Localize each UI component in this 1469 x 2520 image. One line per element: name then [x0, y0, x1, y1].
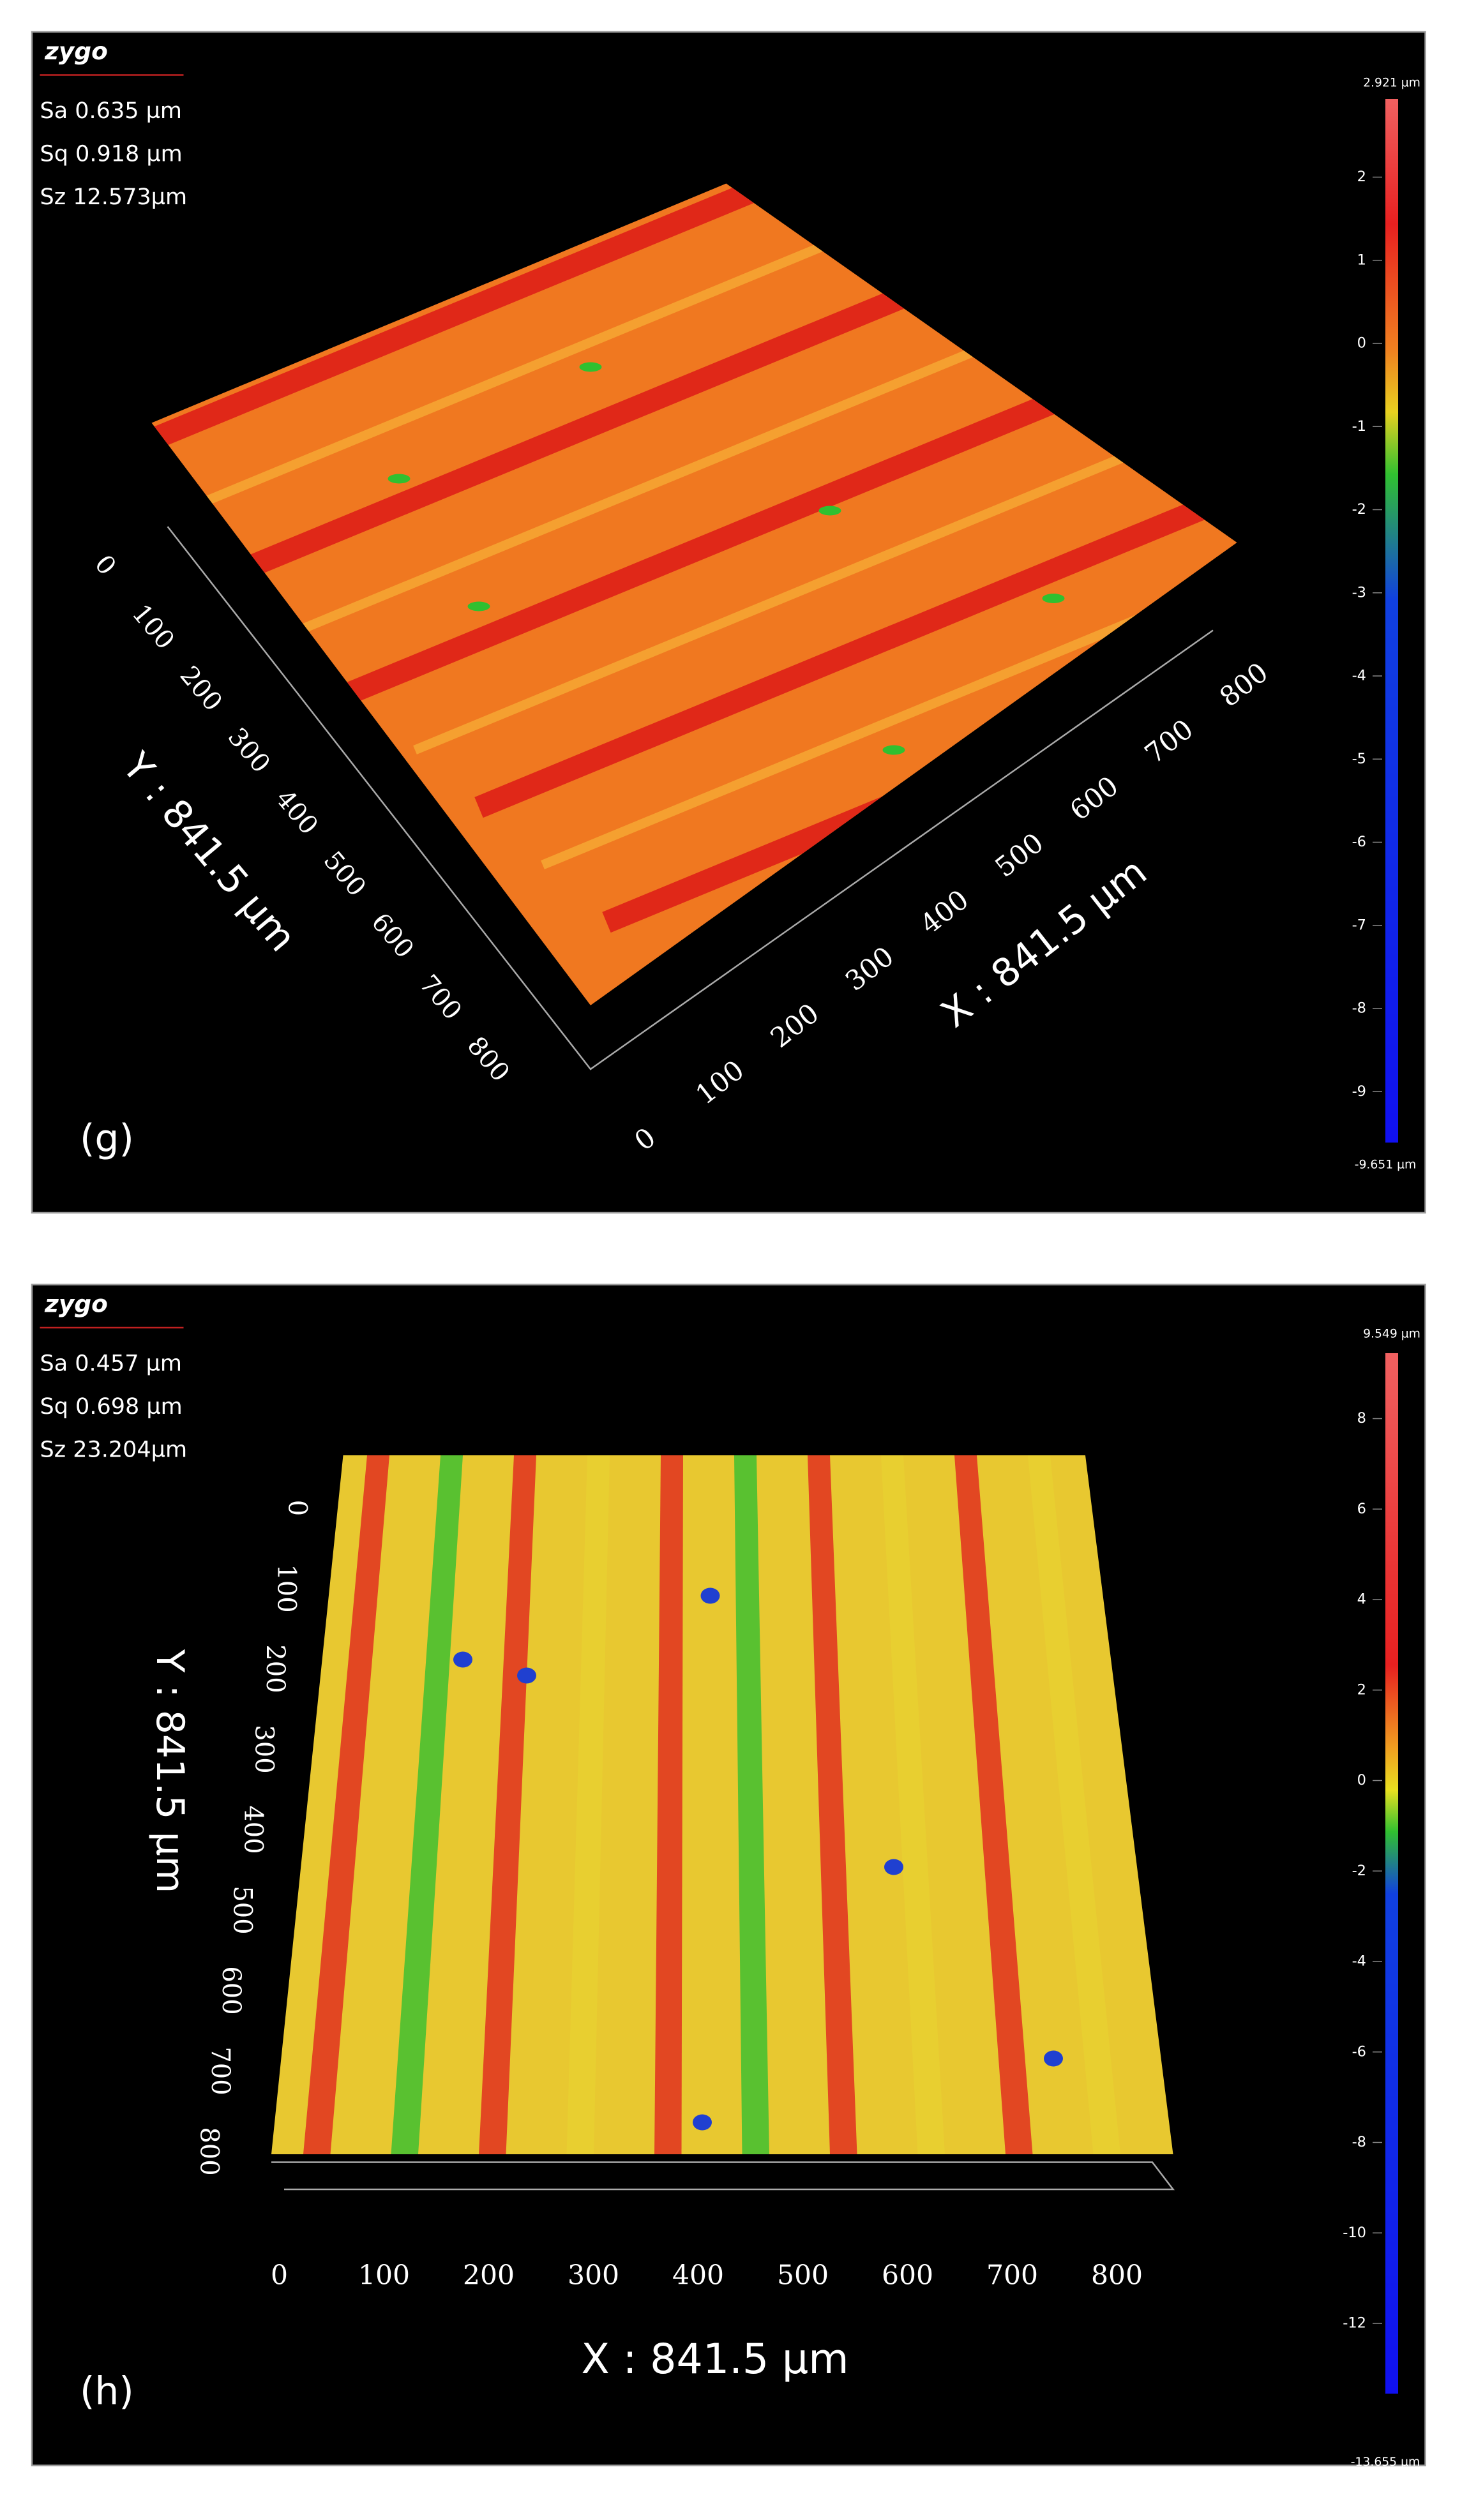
ridge: [347, 379, 1090, 703]
stripe: [391, 1455, 463, 2155]
panel-label: (h): [80, 2369, 134, 2414]
speck: [517, 1667, 536, 1684]
x-tick-label: 600: [882, 2260, 933, 2291]
y-tick-label: 100: [271, 1564, 301, 1612]
surface-texture: [303, 1455, 1120, 2155]
y-tick-label: 0: [282, 1500, 312, 1516]
colorbar-tick-label: 0: [1357, 335, 1366, 352]
x-tick-label: 400: [672, 2260, 724, 2291]
logo: zygo: [44, 1290, 108, 1318]
ridge: [158, 213, 896, 525]
colorbar-tick-label: -2: [1352, 1863, 1366, 1879]
speck: [1044, 2050, 1063, 2067]
stripe: [303, 1455, 389, 2155]
speck: [453, 1651, 472, 1668]
y-tick-label: 700: [206, 2046, 235, 2095]
x-tick-label: 300: [568, 2260, 619, 2291]
ridge: [219, 264, 962, 589]
statistic: Sq 0.698 µm: [40, 1394, 183, 1420]
statistic: Sa 0.635 µm: [40, 98, 182, 124]
x-tick-label: 500: [777, 2260, 829, 2291]
stripe: [954, 1455, 1033, 2155]
colorbar-max: 2.921 µm: [1363, 77, 1420, 90]
ridge: [474, 493, 1217, 818]
colorbar-tick-label: -4: [1352, 668, 1366, 684]
x-tick-label: 0: [271, 2260, 288, 2291]
speck: [388, 474, 411, 484]
colorbar-tick-label: 2: [1357, 1681, 1366, 1698]
speck: [693, 2114, 712, 2131]
speck: [579, 362, 602, 372]
colorbar-tick-label: 4: [1357, 1591, 1366, 1608]
surface: [151, 183, 1237, 1006]
stripe: [880, 1455, 945, 2155]
colorbar-tick-label: 8: [1357, 1410, 1366, 1427]
y-tick-label: 800: [194, 2127, 223, 2175]
statistic: Sa 0.457 µm: [40, 1351, 182, 1377]
colorbar-tick-label: -2: [1352, 501, 1366, 518]
colorbar-tick-label: 2: [1357, 169, 1366, 185]
y-axis-title: Y : 841.5 µm: [147, 1649, 192, 1893]
logo: zygo: [44, 37, 108, 65]
speck: [700, 1587, 720, 1604]
statistic: Sq 0.918 µm: [40, 142, 183, 167]
y-tick-label: 200: [260, 1644, 290, 1693]
stripe: [734, 1455, 769, 2155]
colorbar-tick-label: -7: [1352, 917, 1366, 933]
x-tick-label: 100: [358, 2260, 410, 2291]
colorbar-tick-label: -6: [1352, 2043, 1366, 2060]
colorbar-tick-label: -12: [1343, 2315, 1366, 2332]
statistic: Sz 12.573µm: [40, 184, 188, 210]
colorbar-tick-label: -9: [1352, 1083, 1366, 1100]
speck: [882, 745, 905, 755]
ridge: [413, 442, 1151, 754]
y-tick-label: 600: [216, 1966, 246, 2014]
speck: [818, 506, 841, 516]
base-frame: [271, 2161, 1175, 2191]
colorbar: [1385, 99, 1398, 1143]
colorbar-tick-label: -8: [1352, 2134, 1366, 2150]
x-tick-label: 200: [463, 2260, 515, 2291]
statistic: Sz 23.204µm: [40, 1437, 188, 1463]
colorbar: [1385, 1353, 1398, 2394]
colorbar-tick-label: 6: [1357, 1501, 1366, 1517]
colorbar-min: -9.651 µm: [1355, 1159, 1417, 1172]
colorbar-tick-label: -5: [1352, 751, 1366, 767]
colorbar-tick-label: -8: [1352, 1000, 1366, 1017]
x-tick-label: 800: [1091, 2260, 1143, 2291]
stripe: [654, 1455, 683, 2155]
colorbar-max: 9.549 µm: [1363, 1328, 1420, 1341]
y-tick-label: 300: [250, 1725, 279, 1773]
colorbar-tick-label: 1: [1357, 251, 1366, 268]
speck: [1042, 594, 1065, 604]
colorbar-tick-label: -10: [1343, 2224, 1366, 2241]
colorbar-tick-label: -6: [1352, 834, 1366, 850]
base-frame: [167, 526, 1214, 1070]
stripe: [807, 1455, 857, 2155]
colorbar-min: -13.655 µm: [1351, 2456, 1420, 2469]
colorbar-tick-label: -3: [1352, 584, 1366, 601]
colorbar-tick-label: -4: [1352, 1953, 1366, 1970]
x-tick-label: 700: [986, 2260, 1038, 2291]
stripe: [478, 1455, 536, 2155]
x-axis-title: X : 841.5 µm: [581, 2336, 848, 2383]
stripe: [1027, 1455, 1120, 2155]
ridge: [151, 183, 834, 474]
speck: [884, 1859, 903, 1875]
stripe: [566, 1455, 610, 2155]
speck: [467, 601, 490, 611]
colorbar-tick-label: 0: [1357, 1772, 1366, 1789]
y-tick-label: 500: [227, 1886, 257, 1934]
y-tick-label: 400: [238, 1805, 267, 1854]
colorbar-tick-label: -1: [1352, 418, 1366, 435]
panel-label: (g): [80, 1116, 134, 1161]
ridge: [285, 327, 1023, 640]
